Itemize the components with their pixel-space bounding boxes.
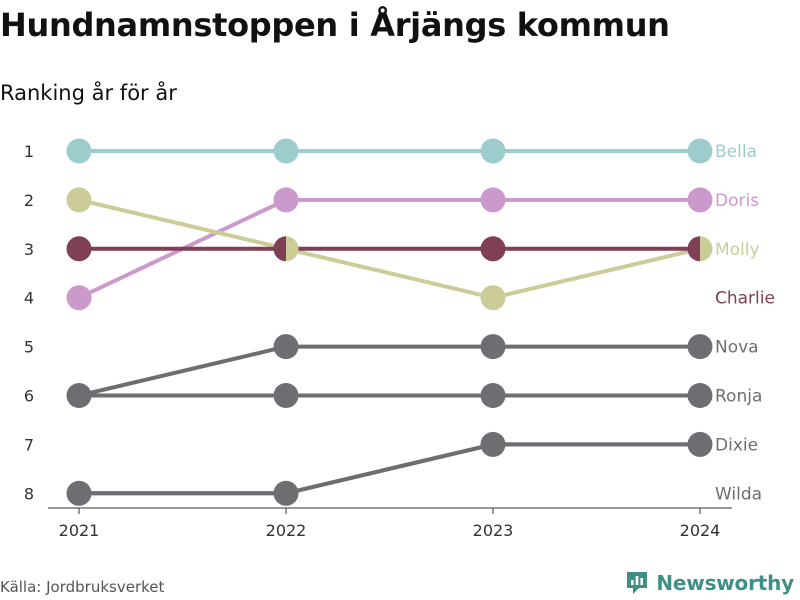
end-label-nova: Nova bbox=[715, 338, 759, 358]
chart-subtitle: Ranking år för år bbox=[0, 81, 177, 105]
x-tick-label: 2024 bbox=[680, 521, 721, 540]
data-point-molly-charlie-left bbox=[273, 236, 286, 262]
x-tick-label: 2022 bbox=[266, 521, 307, 540]
data-point-molly bbox=[66, 187, 92, 213]
data-point-molly-charlie-left bbox=[687, 236, 700, 262]
end-label-dixie: Dixie bbox=[715, 435, 758, 455]
data-point-nova-ronja bbox=[66, 383, 92, 408]
data-point-dixie-wilda bbox=[480, 431, 506, 457]
series-line-nova bbox=[77, 344, 702, 398]
data-point-charlie bbox=[66, 236, 92, 262]
brand-logo[interactable]: Newsworthy bbox=[625, 570, 794, 596]
line-layer bbox=[77, 149, 702, 496]
x-tick-label: 2021 bbox=[59, 521, 100, 540]
data-point-molly bbox=[480, 285, 506, 311]
end-label-bella: Bella bbox=[715, 142, 757, 162]
end-label-doris: Doris bbox=[715, 191, 759, 211]
axis-layer: 2021 2022 2023 2024 1 2 3 4 5 6 7 8 bbox=[24, 142, 732, 540]
y-tick-label: 2 bbox=[24, 191, 34, 210]
end-label-molly: Molly bbox=[715, 240, 760, 260]
data-point-ronja bbox=[273, 383, 299, 408]
data-point-doris bbox=[273, 187, 299, 213]
data-point-ronja bbox=[687, 383, 713, 408]
series-line-wilda bbox=[77, 442, 702, 496]
data-point-molly-charlie-right bbox=[286, 236, 299, 262]
data-point-bella bbox=[480, 138, 506, 164]
data-point-ronja bbox=[480, 383, 506, 408]
data-point-dixie-wilda bbox=[273, 480, 299, 506]
data-point-charlie bbox=[480, 236, 506, 262]
data-point-nova bbox=[687, 334, 713, 360]
y-tick-label: 1 bbox=[24, 142, 34, 161]
y-tick-label: 5 bbox=[24, 338, 34, 357]
data-point-bella bbox=[66, 138, 92, 164]
data-point-doris bbox=[687, 187, 713, 213]
data-point-dixie-wilda bbox=[687, 431, 713, 457]
brand-name: Newsworthy bbox=[656, 571, 794, 595]
bar-chart-logo-icon bbox=[627, 572, 648, 594]
y-tick-label: 7 bbox=[24, 435, 34, 454]
data-point-bella bbox=[273, 138, 299, 164]
label-layer: Bella Doris Molly Charlie Nova Ronja Dixie Wild… bbox=[715, 142, 775, 504]
data-point-doris bbox=[480, 187, 506, 213]
point-layer bbox=[66, 138, 713, 506]
end-label-charlie: Charlie bbox=[715, 289, 775, 309]
data-point-molly-charlie-right bbox=[699, 236, 713, 262]
series-line-molly bbox=[77, 197, 702, 300]
y-tick-label: 8 bbox=[24, 484, 34, 503]
data-point-bella bbox=[687, 138, 713, 164]
data-point-nova bbox=[480, 334, 506, 360]
data-point-dixie-wilda bbox=[66, 480, 92, 506]
data-point-nova bbox=[273, 334, 299, 360]
source-note: Källa: Jordbruksverket bbox=[0, 578, 165, 596]
y-tick-label: 6 bbox=[24, 387, 34, 406]
y-tick-label: 4 bbox=[24, 289, 34, 308]
x-tick-label: 2023 bbox=[473, 521, 514, 540]
chart-title: Hundnamnstoppen i Årjängs kommun bbox=[0, 6, 670, 44]
data-point-doris bbox=[66, 285, 92, 311]
bump-chart: 2021 2022 2023 2024 1 2 3 4 5 6 7 8 Bella Doris Molly… bbox=[24, 138, 775, 540]
y-tick-label: 3 bbox=[24, 240, 34, 259]
end-label-wilda: Wilda bbox=[715, 484, 762, 504]
end-label-ronja: Ronja bbox=[715, 387, 762, 407]
